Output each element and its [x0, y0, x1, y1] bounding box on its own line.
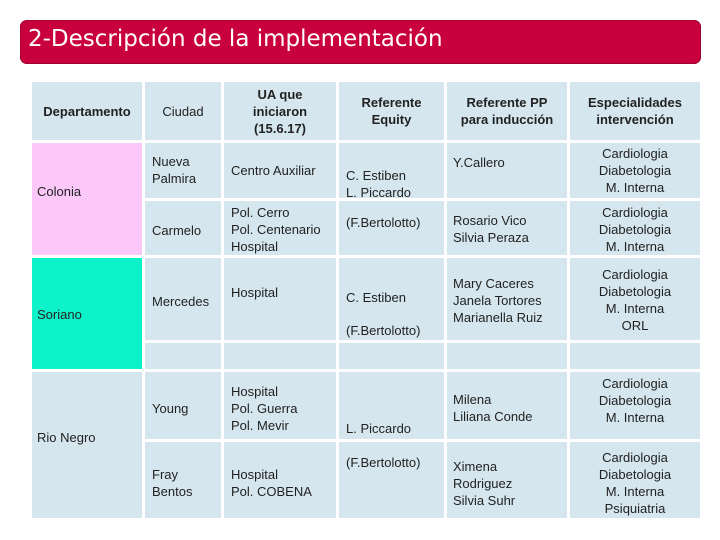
ua-cell [224, 442, 336, 518]
pp-fray-bentos: Ximena Rodriguez Silvia Suhr [453, 459, 516, 508]
ciudad-cell [145, 201, 221, 255]
esp-cell [570, 343, 700, 369]
equity-mercedes: C. Estiben [346, 290, 406, 305]
page-title: 2-Descripción de la implementación [28, 26, 443, 52]
header-especialidades-label: Especialidades intervención [588, 95, 682, 127]
ua-fray-bentos: Hospital Pol. COBENA [231, 467, 312, 499]
dept-colonia-cell [32, 143, 142, 255]
header-referente-pp-label: Referente PP para inducción [460, 95, 554, 127]
ciudad-cell [145, 143, 221, 198]
pp-cell [447, 258, 567, 340]
pp-carmelo: Rosario Vico Silvia Peraza [453, 213, 529, 245]
esp-nueva-palmira: Cardiologia Diabetologia M. Interna [598, 146, 672, 195]
pp-cell [447, 442, 567, 518]
dept-soriano-cell [32, 258, 142, 369]
esp-mercedes: Cardiologia Diabetologia M. Interna ORL [598, 267, 672, 333]
ua-mercedes: Hospital [231, 285, 278, 300]
equity-carmelo: (F.Bertolotto) [346, 215, 421, 230]
ciudad-cell [145, 442, 221, 518]
header-ua-label: UA que iniciaron (15.6.17) [252, 86, 308, 136]
header-referente-pp: Referente PP para inducción [447, 82, 567, 140]
ua-cell [224, 201, 336, 255]
ciudad-young: Young [152, 401, 189, 416]
esp-cell [570, 372, 700, 439]
header-departamento: Departamento [32, 82, 142, 140]
equity-cell [339, 143, 444, 198]
ua-cell [224, 258, 336, 340]
equity-mercedes-2: (F.Bertolotto) [346, 323, 421, 338]
equity-cell [339, 343, 444, 369]
equity-nueva-palmira: C. Estiben L. Piccardo [346, 168, 412, 200]
ciudad-fray-bentos: Fray Bentos [152, 467, 193, 499]
equity-young: L. Piccardo [346, 421, 412, 436]
pp-young: Milena Liliana Conde [453, 392, 533, 424]
equity-cell [339, 442, 444, 518]
dept-soriano: Soriano [37, 307, 82, 322]
ciudad-cell [145, 343, 221, 369]
ua-young: Hospital Pol. Guerra Pol. Mevir [231, 384, 298, 433]
header-especialidades: Especialidades intervención [570, 82, 700, 140]
ciudad-cell [145, 258, 221, 340]
pp-mercedes: Mary Caceres Janela Tortores Marianella … [453, 276, 543, 325]
header-ua: UA que iniciaron (15.6.17) [224, 82, 336, 140]
equity-fray-bentos: (F.Bertolotto) [346, 455, 421, 470]
title-banner: 2-Descripción de la implementación [20, 20, 701, 64]
ciudad-nueva-palmira: Nueva Palmira [152, 154, 197, 186]
equity-cell [339, 258, 444, 340]
pp-cell [447, 372, 567, 439]
ciudad-carmelo: Carmelo [152, 223, 202, 238]
pp-cell [447, 143, 567, 198]
pp-nueva-palmira: Y.Callero [453, 155, 505, 170]
esp-cell [570, 201, 700, 255]
esp-cell [570, 143, 700, 198]
ua-nueva-palmira: Centro Auxiliar [231, 163, 316, 178]
ua-cell [224, 143, 336, 198]
esp-fray-bentos: Cardiologia Diabetologia M. Interna Psiq… [598, 450, 672, 516]
esp-cell [570, 258, 700, 340]
equity-cell [339, 201, 444, 255]
dept-colonia: Colonia [37, 184, 82, 199]
esp-cell [570, 442, 700, 518]
ciudad-cell [145, 372, 221, 439]
ciudad-mercedes: Mercedes [152, 294, 210, 309]
pp-cell [447, 201, 567, 255]
equity-cell [339, 372, 444, 439]
header-departamento-label: Departamento [43, 103, 131, 119]
esp-young: Cardiologia Diabetologia M. Interna [598, 376, 672, 425]
dept-rio-negro-cell [32, 372, 142, 518]
esp-carmelo: Cardiologia Diabetologia M. Interna [598, 205, 672, 254]
header-ciudad: Ciudad [145, 82, 221, 140]
ua-cell [224, 343, 336, 369]
ua-cell [224, 372, 336, 439]
header-referente-equity: Referente Equity [339, 82, 444, 140]
dept-rio-negro: Rio Negro [37, 430, 96, 445]
pp-cell [447, 343, 567, 369]
header-ciudad-label: Ciudad [162, 103, 204, 119]
ua-carmelo: Pol. Cerro Pol. Centenario Hospital [231, 205, 321, 254]
header-referente-equity-label: Referente Equity [361, 95, 422, 127]
